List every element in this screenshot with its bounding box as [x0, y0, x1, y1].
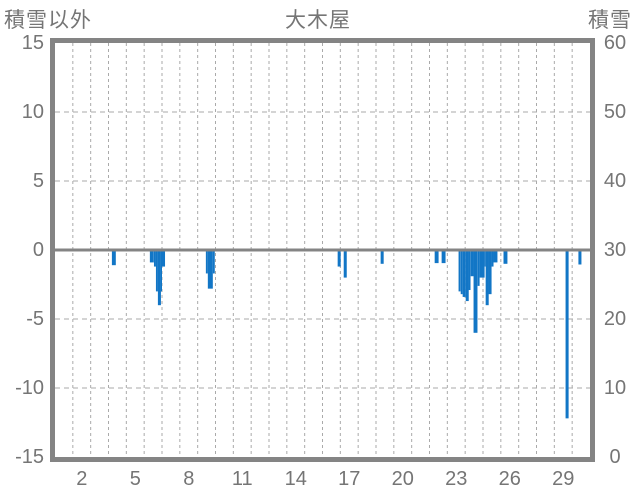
x-tick-label: 2	[76, 468, 88, 490]
x-tick-label: 14	[284, 468, 307, 490]
bar	[484, 250, 486, 267]
bar	[212, 250, 215, 274]
y-tick-label: 20	[603, 308, 627, 330]
bar	[462, 250, 466, 297]
y-tick-label: 40	[603, 170, 627, 192]
x-tick-label: 8	[183, 468, 195, 490]
bar	[503, 250, 508, 264]
y-tick-label: 15	[21, 32, 44, 54]
x-tick-label: 5	[129, 468, 141, 490]
bar	[473, 250, 478, 333]
bar	[380, 250, 384, 264]
left-axis-title: 積雪以外	[4, 9, 92, 32]
bar	[485, 250, 489, 306]
bar	[207, 250, 213, 289]
bar	[111, 250, 116, 266]
bar	[149, 250, 154, 263]
x-tick-label: 23	[445, 468, 468, 490]
bar	[343, 250, 347, 278]
bar	[205, 250, 208, 274]
y-tick-label: -15	[15, 446, 44, 468]
y-tick-label: 60	[603, 32, 627, 54]
plot-area	[50, 38, 595, 462]
bar	[458, 250, 461, 292]
bar	[441, 250, 446, 264]
bar	[477, 250, 480, 286]
bar	[565, 250, 569, 419]
y-tick-label: 10	[603, 377, 627, 399]
x-tick-label: 29	[552, 468, 575, 490]
bar	[491, 250, 494, 267]
bar	[470, 250, 474, 277]
y-tick-label: 30	[603, 239, 627, 261]
y-tick-label: -10	[15, 377, 44, 399]
bar	[337, 250, 341, 267]
bar	[434, 250, 439, 264]
bar	[155, 250, 158, 292]
x-tick-label: 17	[338, 468, 361, 490]
x-tick-label: 11	[231, 468, 253, 490]
y-tick-label: 0	[32, 239, 44, 261]
bar	[160, 250, 162, 292]
chart-title: 大木屋	[285, 9, 351, 32]
bar	[460, 250, 463, 295]
right-axis-title: 積雪	[588, 9, 632, 32]
bar	[162, 250, 166, 267]
y-tick-label: 5	[32, 170, 44, 192]
plot-svg	[55, 43, 590, 457]
y-tick-label: 50	[603, 101, 627, 123]
bar	[157, 250, 161, 306]
y-tick-label: 10	[21, 101, 44, 123]
x-tick-label: 20	[391, 468, 414, 490]
x-tick-label: 26	[498, 468, 521, 490]
bar	[153, 250, 156, 267]
bar	[488, 250, 492, 295]
bar	[468, 250, 471, 291]
bar	[578, 250, 582, 265]
bar	[465, 250, 469, 302]
y-tick-label: -5	[26, 308, 44, 330]
y-tick-label: 0	[609, 446, 621, 468]
bar	[493, 250, 498, 263]
bar	[479, 250, 485, 278]
